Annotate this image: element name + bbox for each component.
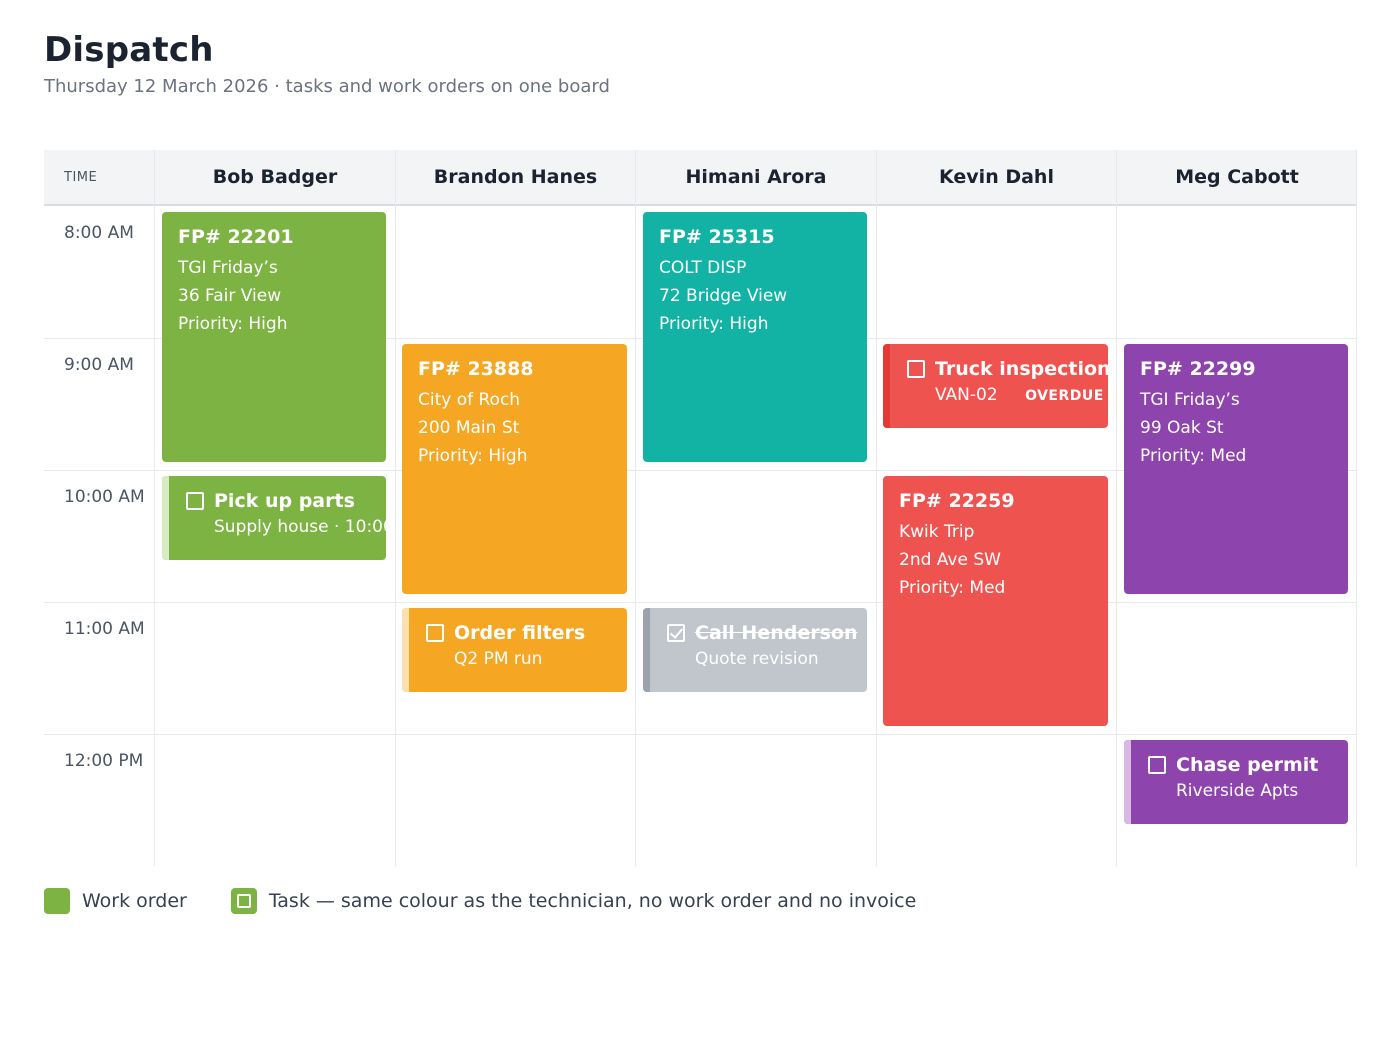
work-order-number: FP# 23888 xyxy=(418,358,534,380)
technician-header-himani-arora[interactable]: Himani Arora xyxy=(635,150,876,204)
time-slot-label: 8:00 AM xyxy=(64,223,134,243)
task-strip xyxy=(883,344,890,428)
task-subtitle: Q2 PM run xyxy=(454,649,543,669)
work-order-number: FP# 25315 xyxy=(659,226,775,248)
work-order-priority: Priority: Med xyxy=(899,578,1006,598)
task-checkbox[interactable] xyxy=(186,492,204,510)
task-strip xyxy=(643,608,650,692)
task-checkbox[interactable] xyxy=(426,624,444,642)
hour-divider xyxy=(44,602,1357,603)
task-subtitle: Supply house · 10:00 xyxy=(214,517,386,537)
task-checkbox[interactable] xyxy=(907,360,925,378)
page-title: Dispatch xyxy=(44,30,214,70)
task-card[interactable]: Truck inspection VAN-02 OVERDUE xyxy=(883,344,1108,428)
column-divider xyxy=(876,150,877,866)
hour-divider xyxy=(44,470,1357,471)
board-header-row: TIME Bob Badger Brandon Hanes Himani Aro… xyxy=(44,150,1357,206)
task-checkbox-checked[interactable] xyxy=(667,624,685,642)
dispatch-board: TIME Bob Badger Brandon Hanes Himani Aro… xyxy=(44,150,1357,866)
work-order-client: COLT DISP xyxy=(659,258,747,278)
hour-divider xyxy=(44,734,1357,735)
work-order-swatch xyxy=(44,888,70,914)
task-title: Chase permit xyxy=(1176,754,1319,776)
task-strip xyxy=(1124,740,1131,824)
work-order-client: City of Roch xyxy=(418,390,521,410)
page-header: Dispatch xyxy=(44,30,214,70)
column-divider xyxy=(635,150,636,866)
task-subtitle: VAN-02 xyxy=(935,385,998,405)
task-strip xyxy=(162,476,169,560)
task-subtitle: Riverside Apts xyxy=(1176,781,1299,801)
time-column-header: TIME xyxy=(64,169,98,185)
work-order-card[interactable]: FP# 23888 City of Roch 200 Main St Prior… xyxy=(402,344,627,594)
work-order-address: 2nd Ave SW xyxy=(899,550,1001,570)
work-order-address: 72 Bridge View xyxy=(659,286,788,306)
work-order-priority: Priority: Med xyxy=(1140,446,1247,466)
task-swatch-icon xyxy=(230,888,257,914)
work-order-number: FP# 22259 xyxy=(899,490,1015,512)
task-title: Pick up parts xyxy=(214,490,355,512)
task-checkbox[interactable] xyxy=(1148,756,1166,774)
task-title: Call Henderson xyxy=(695,622,858,644)
work-order-address: 200 Main St xyxy=(418,418,520,438)
legend-task-label: Task — same colour as the technician, no… xyxy=(268,890,917,912)
work-order-number: FP# 22201 xyxy=(178,226,294,248)
work-order-client: TGI Friday’s xyxy=(178,258,278,278)
task-title: Truck inspection xyxy=(935,358,1108,380)
work-order-priority: Priority: High xyxy=(659,314,769,334)
work-order-address: 36 Fair View xyxy=(178,286,282,306)
task-card[interactable]: Chase permit Riverside Apts xyxy=(1124,740,1348,824)
time-slot-label: 12:00 PM xyxy=(64,751,144,771)
work-order-client: Kwik Trip xyxy=(899,522,975,542)
work-order-card[interactable]: FP# 22201 TGI Friday’s 36 Fair View Prio… xyxy=(162,212,386,462)
task-strip xyxy=(402,608,409,692)
column-divider xyxy=(1116,150,1117,866)
work-order-card[interactable]: FP# 25315 COLT DISP 72 Bridge View Prior… xyxy=(643,212,867,462)
legend-work-order-label: Work order xyxy=(82,890,187,912)
technician-header-bob-badger[interactable]: Bob Badger xyxy=(154,150,395,204)
time-slot-label: 10:00 AM xyxy=(64,487,145,507)
work-order-address: 99 Oak St xyxy=(1140,418,1224,438)
work-order-priority: Priority: High xyxy=(178,314,288,334)
column-divider xyxy=(1356,150,1357,866)
work-order-card[interactable]: FP# 22259 Kwik Trip 2nd Ave SW Priority:… xyxy=(883,476,1108,726)
page-subtitle: Thursday 12 March 2026 · tasks and work … xyxy=(44,76,610,97)
technician-header-brandon-hanes[interactable]: Brandon Hanes xyxy=(395,150,635,204)
technician-header-kevin-dahl[interactable]: Kevin Dahl xyxy=(876,150,1116,204)
technician-header-meg-cabott[interactable]: Meg Cabott xyxy=(1116,150,1357,204)
work-order-number: FP# 22299 xyxy=(1140,358,1256,380)
legend: Work order Task — same colour as the tec… xyxy=(44,888,916,914)
task-card-completed[interactable]: Call Henderson Quote revision xyxy=(643,608,867,692)
column-divider xyxy=(395,150,396,866)
overdue-badge: OVERDUE xyxy=(1025,388,1104,404)
work-order-priority: Priority: High xyxy=(418,446,528,466)
task-subtitle: Quote revision xyxy=(695,649,819,669)
work-order-card[interactable]: FP# 22299 TGI Friday’s 99 Oak St Priorit… xyxy=(1124,344,1348,594)
task-title: Order filters xyxy=(454,622,586,644)
column-divider xyxy=(154,150,155,866)
task-card[interactable]: Pick up parts Supply house · 10:00 xyxy=(162,476,386,560)
work-order-client: TGI Friday’s xyxy=(1140,390,1240,410)
time-slot-label: 9:00 AM xyxy=(64,355,134,375)
task-card[interactable]: Order filters Q2 PM run xyxy=(402,608,627,692)
time-slot-label: 11:00 AM xyxy=(64,619,145,639)
